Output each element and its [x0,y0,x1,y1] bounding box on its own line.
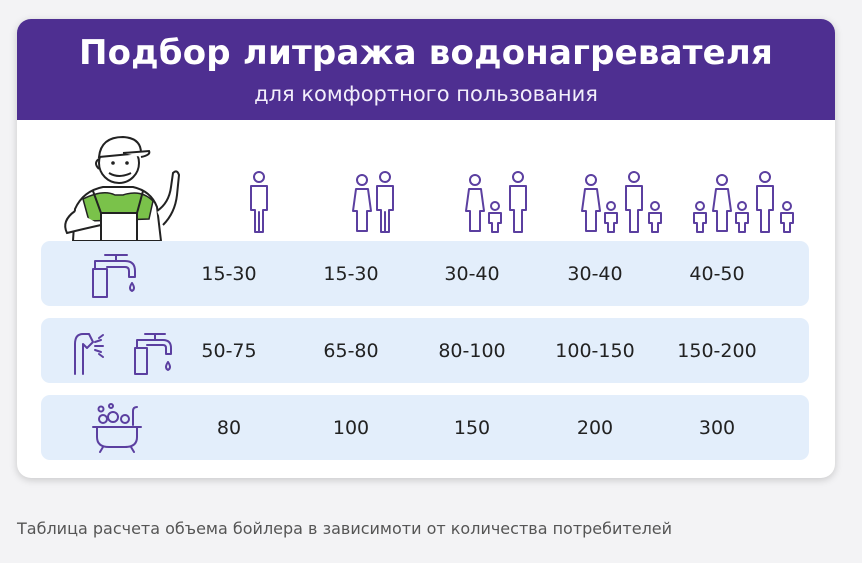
value-cell: 50-75 [201,339,257,362]
value-cell: 15-30 [323,262,379,285]
info-card: Подбор литража водонагревателя для комфо… [17,19,835,478]
value-cell: 30-40 [444,262,500,285]
table-row: 80 100 150 200 300 [41,395,809,460]
value-cell: 30-40 [567,262,623,285]
value-cell: 80 [216,416,242,439]
two-persons-icon [339,164,409,236]
value-cell: 200 [576,416,614,439]
page-title: Подбор литража водонагревателя [78,33,774,73]
value-cell: 80-100 [438,339,506,362]
value-cell: 15-30 [201,262,257,285]
image-caption: Таблица расчета объема бойлера в зависим… [17,519,673,538]
one-person-icon [229,164,289,236]
plumber-illustration-icon [64,135,181,242]
five-persons-icon [689,164,799,236]
shower-and-faucet-icon [74,333,172,375]
bathtub-icon [92,403,142,453]
three-persons-icon [457,164,537,236]
value-cell: 150-200 [677,339,757,362]
value-cell: 100 [332,416,370,439]
value-cell: 65-80 [323,339,379,362]
card-header: Подбор литража водонагревателя для комфо… [17,19,835,120]
page-subtitle: для комфортного пользования [254,82,598,106]
value-cell: 40-50 [689,262,745,285]
table-row: 50-75 65-80 80-100 100-150 150-200 [41,318,809,383]
faucet-icon [92,254,136,298]
value-cell: 300 [698,416,736,439]
table-row: 15-30 15-30 30-40 30-40 40-50 [41,241,809,306]
value-cell: 100-150 [555,339,635,362]
four-persons-icon [573,164,673,236]
value-cell: 150 [453,416,491,439]
